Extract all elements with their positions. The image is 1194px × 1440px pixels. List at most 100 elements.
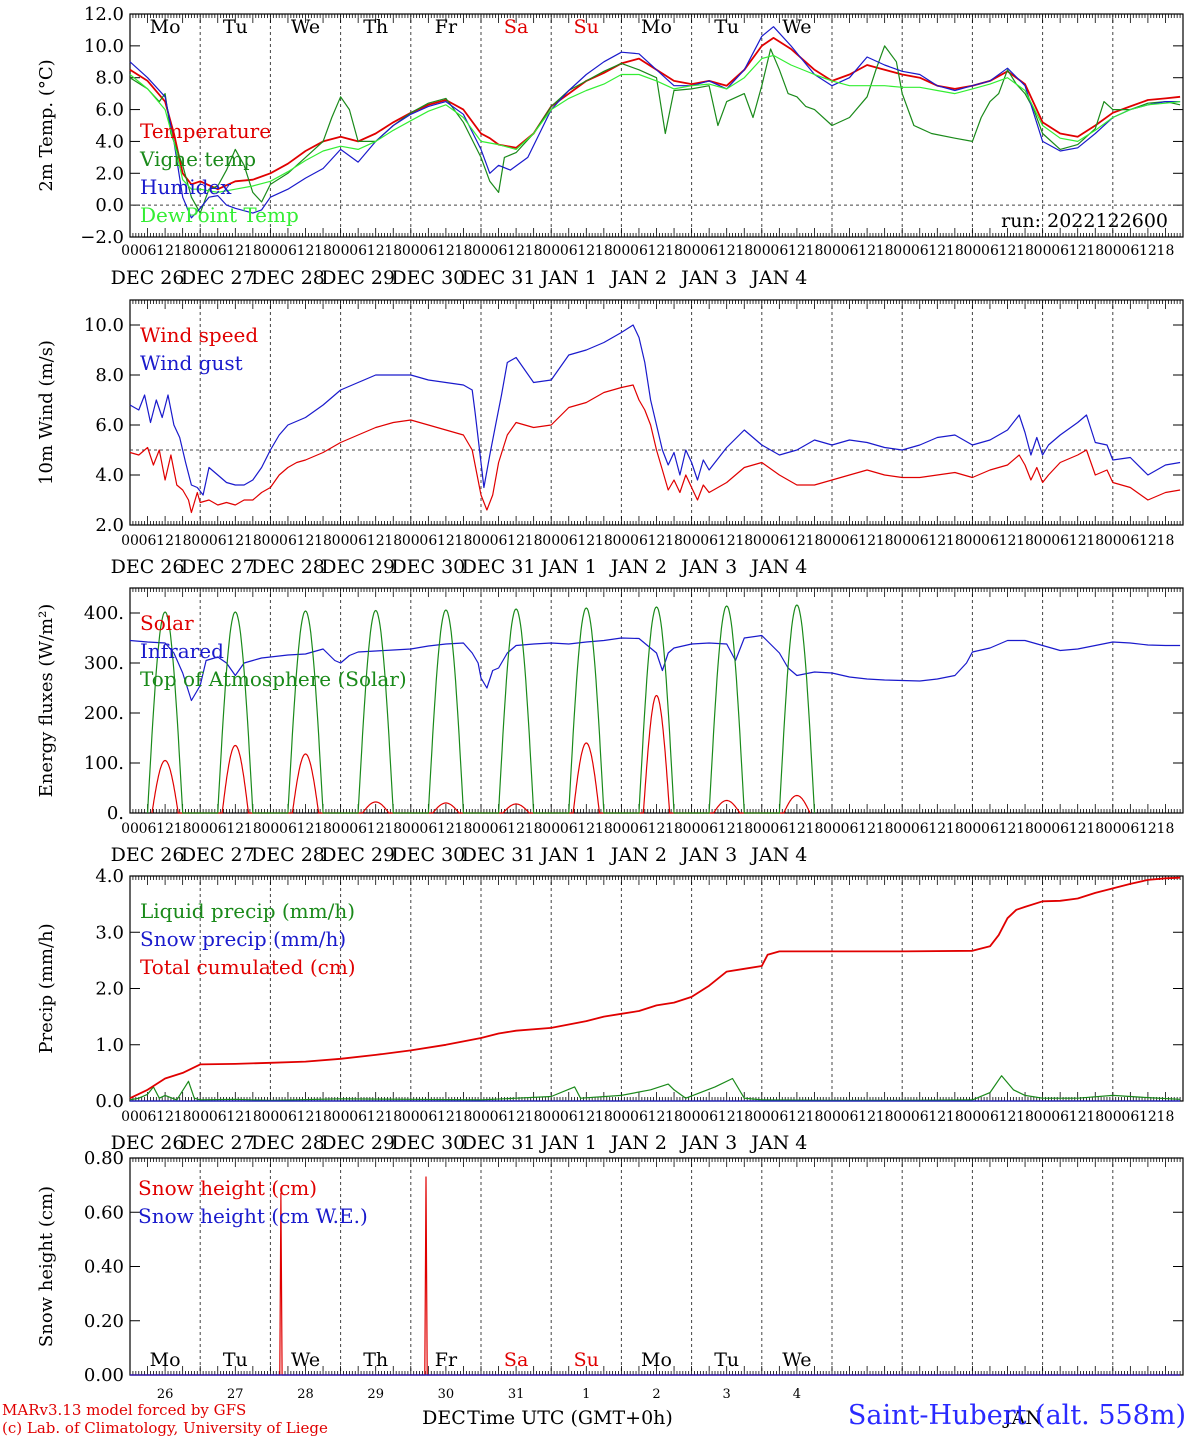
hour-label: 18 <box>876 821 894 837</box>
hour-label: 06 <box>209 1109 227 1125</box>
hour-label: 18 <box>314 821 332 837</box>
hour-label: 18 <box>735 821 753 837</box>
hour-label: 12 <box>858 243 876 259</box>
hour-label: 00 <box>261 1109 279 1125</box>
hour-label: 18 <box>665 821 683 837</box>
date-label: JAN 3 <box>679 556 737 578</box>
hour-label: 06 <box>560 821 578 837</box>
series-line-top-of-atmosphere-solar <box>147 604 816 814</box>
weekday-label: Tu <box>223 1349 248 1371</box>
date-label: DEC 31 <box>462 844 536 866</box>
hour-label: 18 <box>525 533 543 549</box>
x-axis-label: Time UTC (GMT+0h) <box>467 1407 673 1429</box>
hour-label: 12 <box>1069 533 1087 549</box>
date-label: JAN 2 <box>609 267 667 289</box>
hour-label: 12 <box>1139 821 1157 837</box>
date-label: JAN 4 <box>749 556 807 578</box>
hour-label: 18 <box>174 533 192 549</box>
hour-label: 18 <box>806 1109 824 1125</box>
hour-label: 18 <box>806 243 824 259</box>
hour-label: 00 <box>683 1109 701 1125</box>
hour-label: 00 <box>1034 821 1052 837</box>
hour-label: 06 <box>700 533 718 549</box>
hour-label: 06 <box>1121 1109 1139 1125</box>
series-line-humidex <box>129 26 1181 219</box>
hour-label: 06 <box>981 1109 999 1125</box>
hour-label: 06 <box>911 243 929 259</box>
weekday-label: We <box>782 16 811 38</box>
hour-label: 12 <box>788 533 806 549</box>
date-label: DEC 30 <box>391 844 465 866</box>
hour-label: 12 <box>928 243 946 259</box>
hour-label: 18 <box>1086 243 1104 259</box>
hour-label: 12 <box>226 243 244 259</box>
date-label: JAN 1 <box>539 844 597 866</box>
date-label: JAN 1 <box>539 556 597 578</box>
hour-label: 00 <box>963 821 981 837</box>
hour-label: 06 <box>911 533 929 549</box>
day-number: 28 <box>297 1387 314 1402</box>
hour-label: 06 <box>1051 821 1069 837</box>
y-tick-label: 400. <box>84 603 124 624</box>
hour-label: 18 <box>455 533 473 549</box>
y-axis-label: Energy fluxes (W/m²) <box>36 604 57 798</box>
date-label: JAN 4 <box>749 844 807 866</box>
date-label: JAN 2 <box>609 844 667 866</box>
hour-label: 18 <box>314 1109 332 1125</box>
hour-label: 00 <box>823 821 841 837</box>
hour-label: 06 <box>139 243 157 259</box>
hour-label: 06 <box>770 1109 788 1125</box>
hour-label: 12 <box>577 821 595 837</box>
hour-label: 12 <box>437 533 455 549</box>
hour-label: 18 <box>244 243 262 259</box>
run-label: run: 2022122600 <box>1001 210 1168 232</box>
hour-label: 18 <box>595 821 613 837</box>
hour-label: 00 <box>1104 533 1122 549</box>
hour-label: 18 <box>525 821 543 837</box>
hour-label: 12 <box>718 821 736 837</box>
hour-label: 18 <box>384 243 402 259</box>
hour-label: 12 <box>367 533 385 549</box>
hour-label: 12 <box>999 243 1017 259</box>
hour-label: 18 <box>1016 821 1034 837</box>
hour-label: 12 <box>297 821 315 837</box>
weekday-label: Mo <box>150 16 181 38</box>
hour-label: 18 <box>665 243 683 259</box>
hour-label: 00 <box>893 533 911 549</box>
hour-label: 00 <box>402 533 420 549</box>
hour-label: 00 <box>402 243 420 259</box>
hour-label: 12 <box>156 821 174 837</box>
hour-label: 06 <box>770 821 788 837</box>
date-label: DEC 28 <box>251 267 325 289</box>
hour-label: 06 <box>349 1109 367 1125</box>
hour-label: 12 <box>507 243 525 259</box>
hour-label: 18 <box>1016 243 1034 259</box>
hour-label: 12 <box>788 1109 806 1125</box>
hour-label: 06 <box>490 821 508 837</box>
series-line-wind-gust <box>129 324 1181 496</box>
legend-entry: Solar <box>140 611 194 635</box>
y-tick-label: 2.0 <box>95 515 124 536</box>
date-label: JAN 1 <box>539 267 597 289</box>
date-label: DEC 31 <box>462 267 536 289</box>
date-label: DEC 27 <box>181 556 255 578</box>
hour-label: 06 <box>279 533 297 549</box>
hour-label: 06 <box>630 821 648 837</box>
hour-label: 06 <box>209 533 227 549</box>
hour-label: 00 <box>191 1109 209 1125</box>
hour-label: 12 <box>367 1109 385 1125</box>
hour-label: 12 <box>1139 243 1157 259</box>
hour-label: 00 <box>121 821 139 837</box>
hour-label: 18 <box>946 243 964 259</box>
y-tick-label: 0. <box>107 803 124 824</box>
hour-label: 12 <box>858 1109 876 1125</box>
y-axis-label: Precip (mm/h) <box>36 923 57 1053</box>
hour-label: 00 <box>1104 243 1122 259</box>
hour-label: 06 <box>419 243 437 259</box>
hour-label: 12 <box>577 1109 595 1125</box>
hour-label: 00 <box>472 533 490 549</box>
hour-label: 12 <box>156 533 174 549</box>
hour-label: 12 <box>1069 243 1087 259</box>
